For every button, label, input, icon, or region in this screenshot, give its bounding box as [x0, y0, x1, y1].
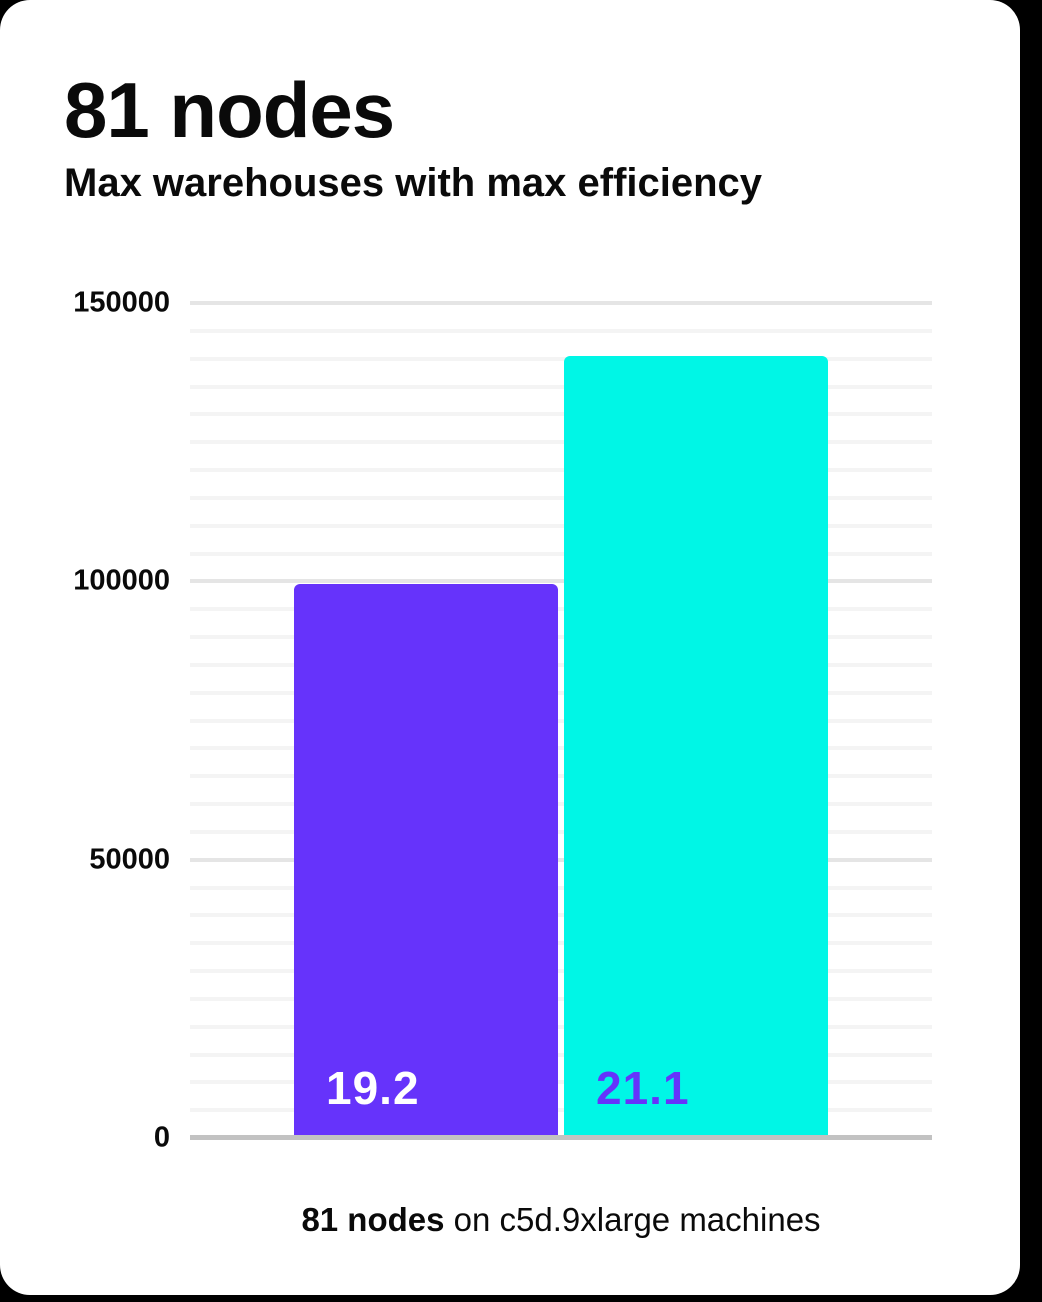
gridline [190, 1024, 932, 1029]
gridline [190, 718, 932, 723]
gridline [190, 857, 932, 862]
gridline [190, 607, 932, 612]
gridline [190, 802, 932, 806]
gridline [190, 356, 932, 361]
gridline [190, 690, 932, 695]
gridline [190, 1080, 932, 1085]
gridline [190, 1108, 932, 1113]
y-axis-tick-label: 150000 [73, 286, 170, 319]
plot-area: 19.2 21.1 [190, 301, 932, 1140]
gridline [190, 1052, 932, 1057]
gridline [190, 579, 932, 584]
gridline [190, 913, 932, 918]
y-axis-tick-label: 0 [153, 1121, 170, 1154]
chart-card: 81 nodes Max warehouses with max efficie… [0, 0, 1020, 1295]
x-axis-line [190, 1135, 932, 1140]
gridline [190, 468, 932, 472]
bar-1: 19.2 [294, 583, 558, 1135]
gridline [190, 969, 932, 973]
bar-2: 21.1 [564, 355, 828, 1135]
gridline [190, 384, 932, 389]
gridline [190, 440, 932, 445]
gridline [190, 301, 932, 305]
page-title: 81 nodes [64, 66, 395, 154]
gridline [190, 746, 932, 751]
bar-value-label: 21.1 [596, 1062, 690, 1114]
gridline [190, 774, 932, 779]
gridline [190, 885, 932, 890]
y-axis-labels: 150000 100000 50000 0 [0, 288, 170, 1152]
gridline [190, 829, 932, 834]
gridline [190, 412, 932, 417]
chart-caption: 81 nodes on c5d.9xlarge machines [190, 1200, 932, 1240]
gridline [190, 941, 932, 946]
y-axis-tick-label: 100000 [73, 564, 170, 597]
gridline [190, 551, 932, 556]
bar-value-label: 19.2 [326, 1062, 420, 1114]
gridline [190, 495, 932, 500]
caption-bold-text: 81 nodes [301, 1201, 445, 1238]
gridline [190, 662, 932, 667]
y-axis-tick-label: 50000 [89, 843, 170, 876]
gridline [190, 996, 932, 1001]
gridline [190, 635, 932, 639]
gridline [190, 328, 932, 333]
caption-regular-text: on c5d.9xlarge machines [444, 1201, 821, 1238]
page-subtitle: Max warehouses with max efficiency [64, 161, 763, 205]
gridline [190, 523, 932, 528]
